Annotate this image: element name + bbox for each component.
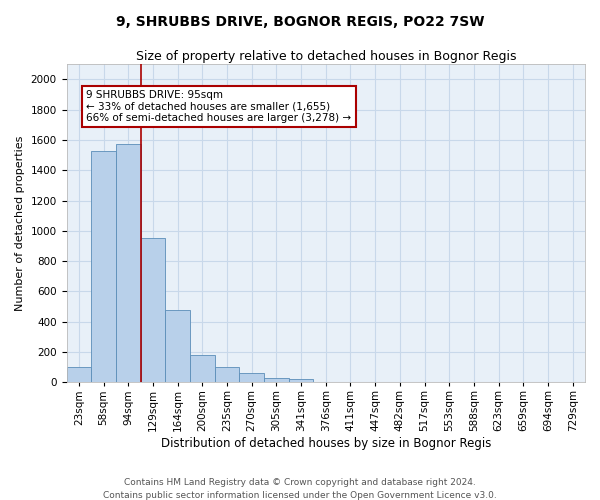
Bar — [67, 367, 91, 382]
Bar — [190, 355, 215, 382]
Bar — [215, 367, 239, 382]
Text: Contains HM Land Registry data © Crown copyright and database right 2024.
Contai: Contains HM Land Registry data © Crown c… — [103, 478, 497, 500]
Text: 9 SHRUBBS DRIVE: 95sqm
← 33% of detached houses are smaller (1,655)
66% of semi-: 9 SHRUBBS DRIVE: 95sqm ← 33% of detached… — [86, 90, 352, 123]
Bar — [264, 378, 289, 382]
Bar — [140, 238, 165, 382]
Bar — [289, 380, 313, 382]
Bar — [239, 374, 264, 382]
Bar — [165, 310, 190, 382]
X-axis label: Distribution of detached houses by size in Bognor Regis: Distribution of detached houses by size … — [161, 437, 491, 450]
Title: Size of property relative to detached houses in Bognor Regis: Size of property relative to detached ho… — [136, 50, 516, 63]
Text: 9, SHRUBBS DRIVE, BOGNOR REGIS, PO22 7SW: 9, SHRUBBS DRIVE, BOGNOR REGIS, PO22 7SW — [116, 15, 484, 29]
Bar — [91, 150, 116, 382]
Bar — [116, 144, 140, 382]
Y-axis label: Number of detached properties: Number of detached properties — [15, 136, 25, 311]
